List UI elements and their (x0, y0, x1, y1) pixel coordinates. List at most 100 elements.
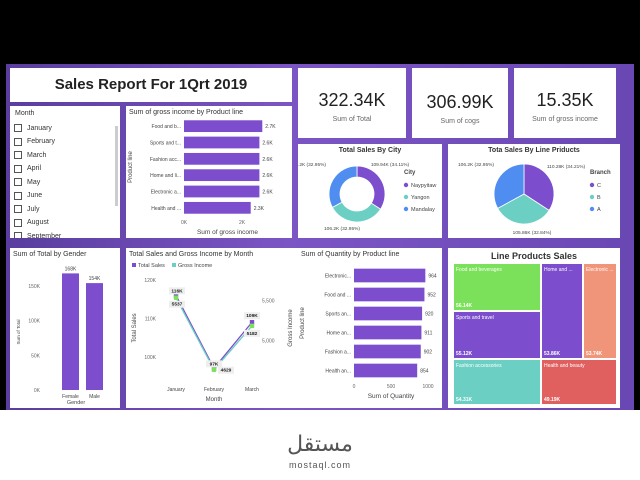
kpi-card-total: 322.34K Sum of Total (298, 68, 406, 138)
tile-category-label: Food and beverages (456, 267, 502, 273)
pie-slice (493, 163, 525, 209)
month-option[interactable]: September (14, 232, 61, 238)
y-tick-label: 100K (144, 355, 156, 361)
treemap-title: Line Products Sales (490, 251, 578, 261)
brand-logo: مستقل (287, 432, 353, 457)
sales-by-city-donut: City Naypyitaw Yangon Mandalay 109.94K (34.1… (298, 162, 436, 232)
legend-marker (172, 263, 176, 267)
month-option[interactable]: April (14, 164, 41, 173)
category-label: Fashion acc... (150, 157, 181, 163)
line-products-treemap: Food and beverages 56.14K Sports and trave… (454, 264, 616, 404)
report-title-card: Sales Report For 1Qrt 2019 (10, 68, 292, 102)
y-tick-label: 50K (31, 353, 41, 359)
month-option[interactable]: February (14, 137, 55, 146)
data-label: 920 (425, 312, 434, 318)
kpi-total-label: Sum of Total (332, 116, 372, 123)
x-tick-label: 1000 (422, 384, 433, 390)
y-axis-label: Product line (300, 306, 306, 338)
gross-chart-title: Sum of gross income by Product line (129, 109, 243, 116)
kpi-cogs-label: Sum of cogs (440, 118, 480, 125)
month-option[interactable]: May (14, 178, 40, 186)
treemap-tile (454, 312, 540, 358)
data-label-bg (169, 300, 185, 308)
y2-tick-label: 5,500 (262, 299, 275, 305)
x-tick-label: 500 (387, 384, 396, 390)
checkbox-icon[interactable] (14, 191, 22, 200)
tile-category-label: Electronic ... (586, 267, 614, 273)
bar (184, 120, 263, 133)
gender-chart-title: Sum of Total by Gender (13, 251, 87, 258)
data-label: 109K (246, 313, 258, 319)
data-label-bg (244, 312, 260, 320)
treemap-tile (542, 360, 616, 404)
legend-entry: B (597, 195, 601, 201)
month-option-label: September (27, 232, 62, 239)
slicer-scrollbar[interactable] (115, 126, 118, 206)
slice-data-label: 105.86K (32.84%) (513, 230, 552, 236)
month-option[interactable]: January (14, 124, 52, 132)
month-option[interactable]: March (14, 151, 46, 159)
month-line-chart-card: Total Sales and Gross Income by Month To… (126, 248, 298, 408)
tile-category-label: Health and beauty (544, 363, 585, 369)
legend-marker (589, 194, 595, 200)
data-label: 116K (171, 288, 183, 294)
data-point (173, 295, 179, 300)
month-option[interactable]: June (14, 191, 43, 200)
kpi-card-gross: 15.35K Sum of gross income (514, 68, 616, 138)
tile-category-label: Sports and travel (456, 315, 494, 321)
checkbox-icon[interactable] (14, 205, 22, 213)
checkbox-icon[interactable] (14, 232, 22, 238)
category-label: Sports and t... (150, 141, 181, 147)
y-axis-label: Product line (128, 150, 134, 182)
bar (184, 169, 260, 182)
sales-by-branch-pie: Branch CBA 110.28K (34.21%) 105.86K (32.84%… (458, 162, 611, 236)
data-label: 154K (89, 276, 101, 282)
bar (354, 325, 422, 340)
month-option[interactable]: August (14, 218, 49, 227)
month-option[interactable]: July (14, 205, 39, 213)
month-slicer: Month January February March April May June Ju… (10, 106, 120, 238)
data-label-bg (169, 287, 185, 295)
legend-entry: Gross Income (178, 263, 212, 269)
data-label: 902 (424, 350, 433, 356)
checkbox-icon[interactable] (14, 218, 22, 227)
bar (354, 344, 421, 359)
data-label: 964 (428, 274, 437, 280)
kpi-gross-label: Sum of gross income (532, 116, 598, 123)
x-axis-label: Sum of gross income (197, 229, 258, 236)
legend-entry: C (597, 183, 601, 189)
data-label: 2.6K (262, 141, 273, 147)
y-axis-label: Sum of Total (16, 320, 21, 345)
pie-slice (356, 165, 386, 210)
legend-title: City (404, 170, 416, 176)
checkbox-icon[interactable] (14, 137, 22, 146)
bar (354, 306, 423, 321)
series-line-total-sales (175, 295, 253, 370)
bar (354, 268, 426, 283)
x-axis-label: Gender (67, 400, 86, 406)
slice-data-label: 106.2K (32.95%) (324, 226, 360, 232)
checkbox-icon[interactable] (14, 178, 22, 186)
bar (184, 201, 251, 214)
x-tick-label: 0K (181, 220, 188, 226)
category-label: Home an... (327, 331, 351, 337)
checkbox-icon[interactable] (14, 151, 22, 159)
legend-marker (403, 206, 409, 212)
data-label: 97K (210, 361, 219, 367)
slice-data-label: 106.2K (32.95%) (458, 162, 494, 168)
bar (184, 152, 260, 165)
city-chart-title: Total Sales By City (338, 147, 402, 154)
report-title: Sales Report For 1Qrt 2019 (54, 76, 248, 93)
pie-slice (331, 201, 382, 223)
month-option-label: June (27, 192, 43, 199)
sales-gross-line-chart: Total Sales Gross Income Total Sales Gross … (132, 263, 294, 403)
legend-marker (589, 182, 595, 188)
data-label-bg (218, 366, 234, 374)
category-label: Male (89, 394, 100, 400)
checkbox-icon[interactable] (14, 164, 22, 173)
x-axis-label: Month (206, 397, 223, 403)
x-tick-label: February (204, 387, 225, 393)
quantity-chart-card: Sum of Quantity by Product line Product … (298, 248, 442, 408)
checkbox-icon[interactable] (14, 124, 22, 132)
data-label: 2.7K (265, 124, 276, 130)
